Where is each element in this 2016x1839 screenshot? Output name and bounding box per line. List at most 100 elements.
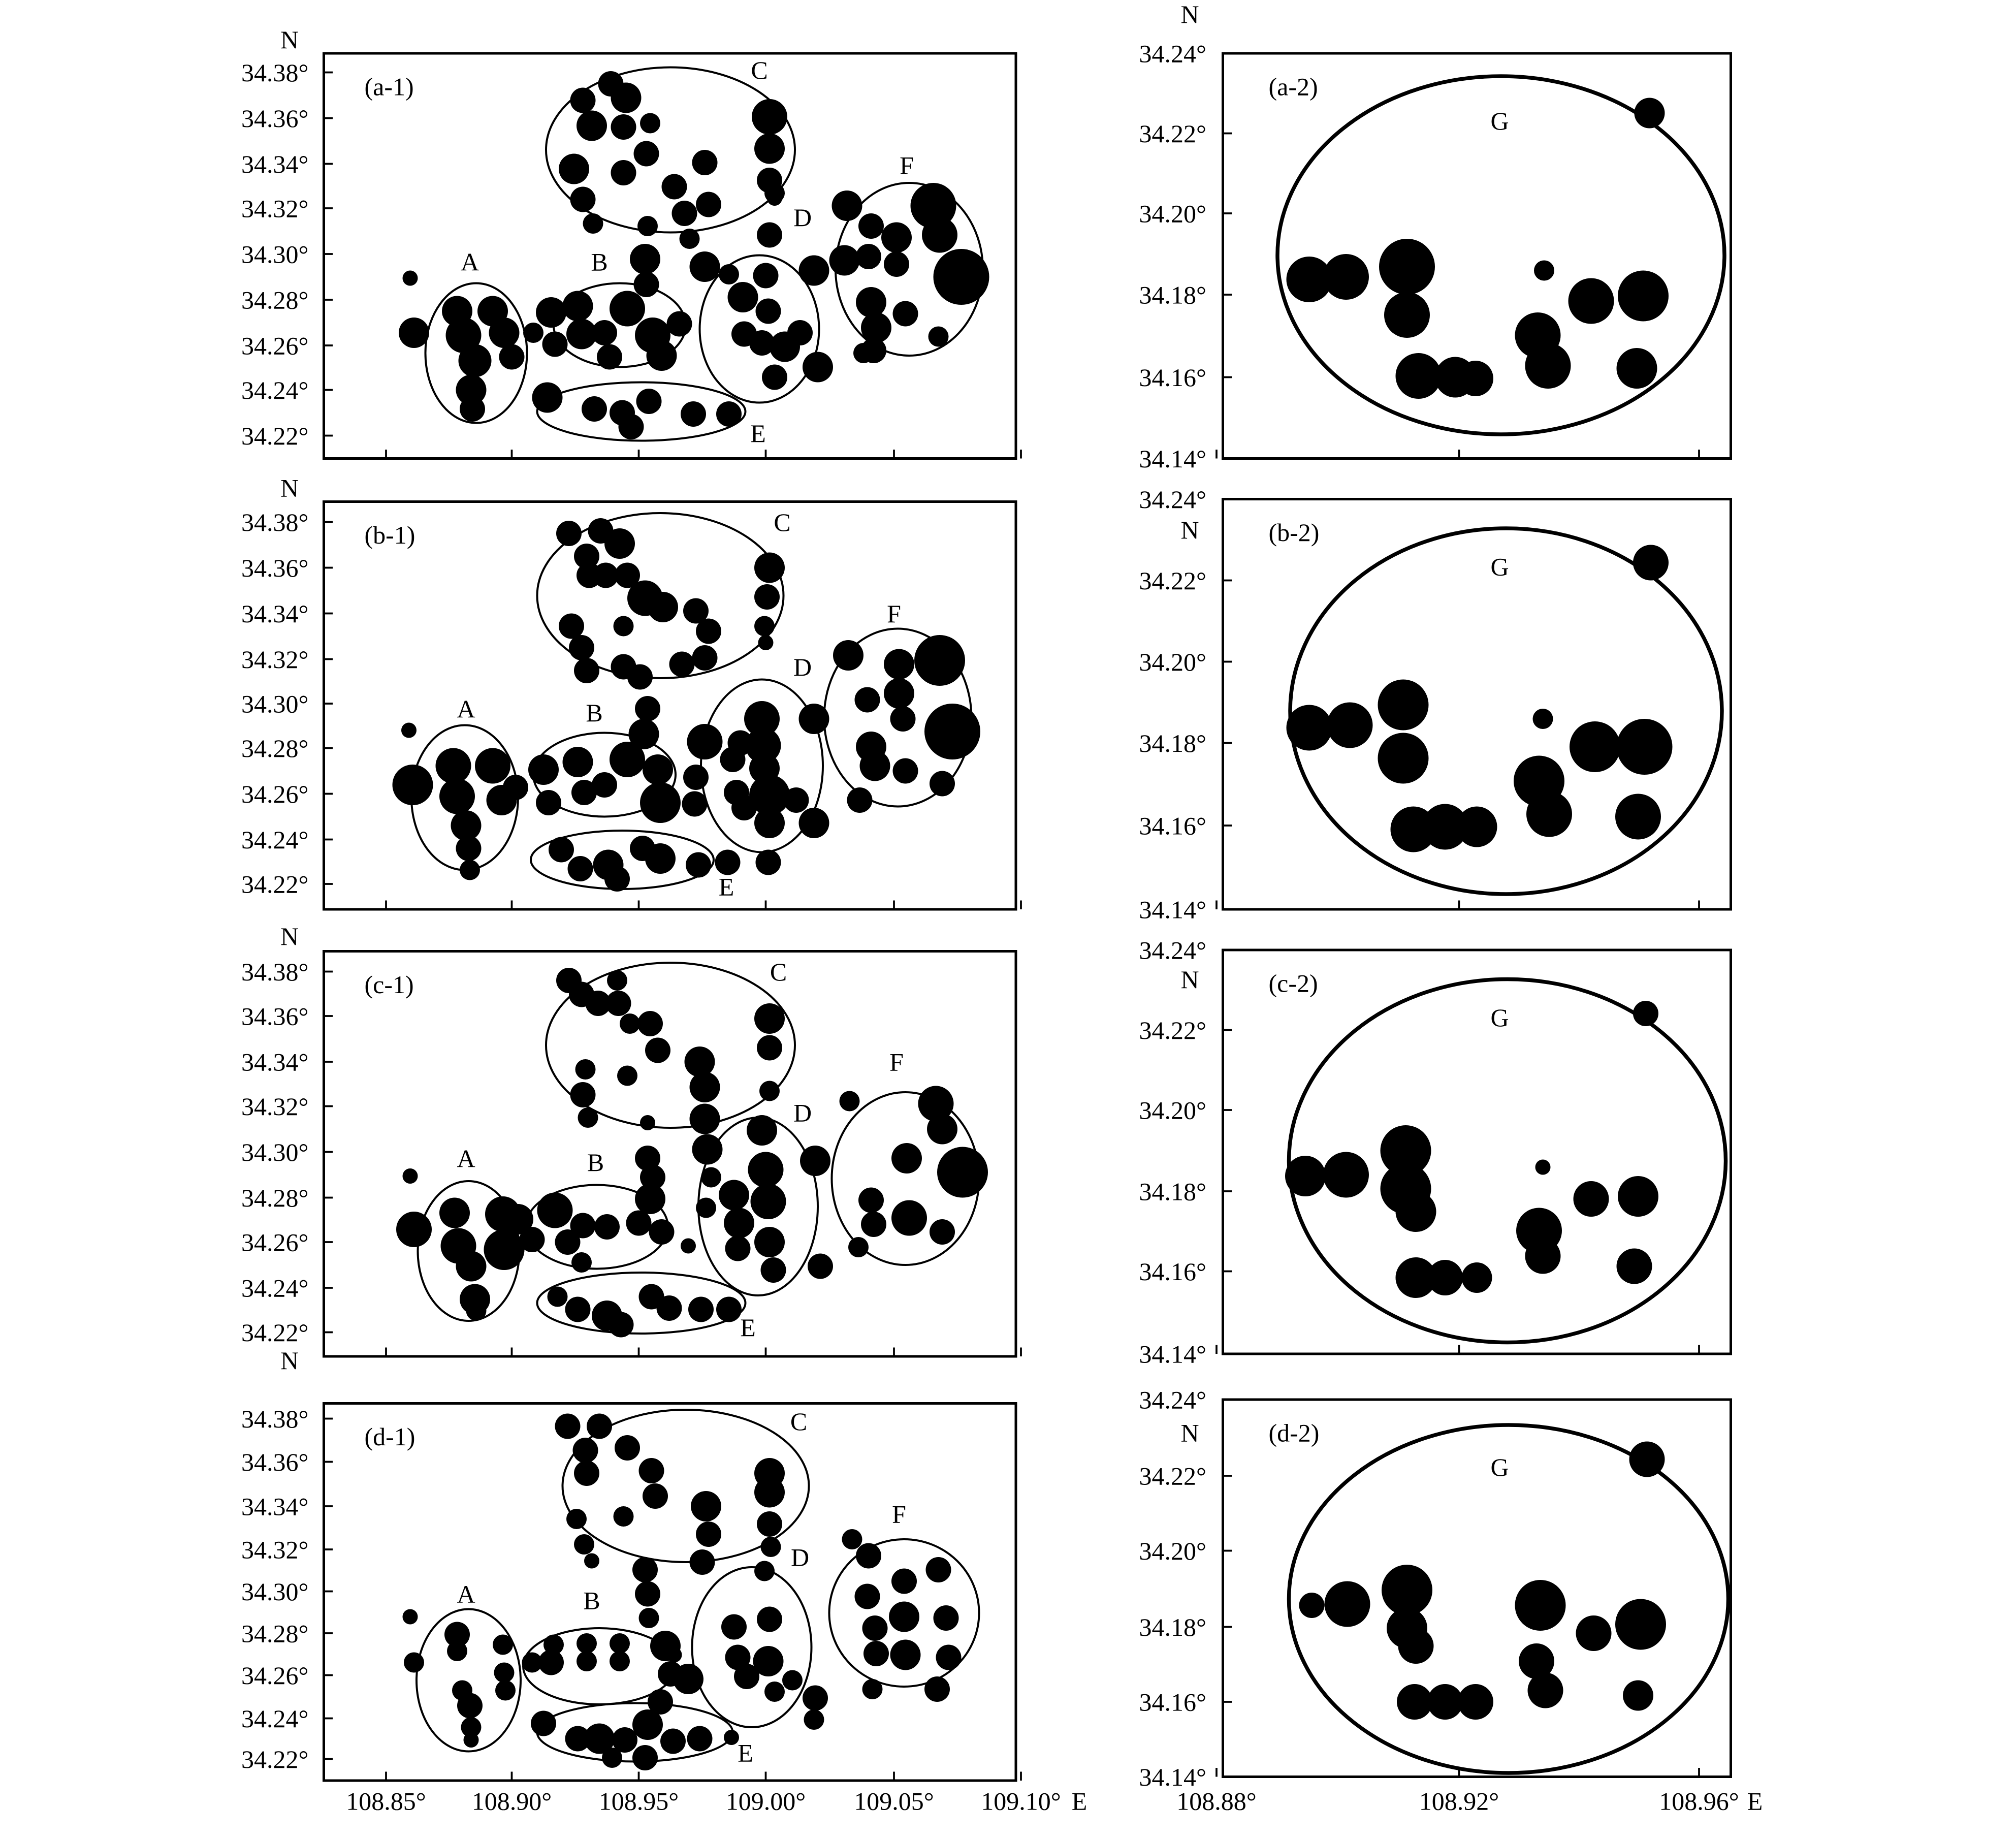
y-tick-label: 34.22° bbox=[241, 422, 309, 450]
station-coverage-dot bbox=[1616, 348, 1657, 389]
station-coverage-dot bbox=[536, 297, 566, 328]
station-coverage-dot bbox=[1379, 239, 1435, 295]
station-coverage-dot bbox=[889, 1601, 919, 1632]
north-label: N bbox=[1180, 516, 1199, 544]
station-coverage-dot bbox=[617, 1065, 637, 1086]
station-coverage-dot bbox=[1384, 292, 1430, 338]
y-tick-label: 34.30° bbox=[241, 690, 309, 718]
station-coverage-dot bbox=[643, 1483, 668, 1509]
station-coverage-dot bbox=[724, 1730, 739, 1745]
station-coverage-dot bbox=[804, 1709, 824, 1730]
station-coverage-dot bbox=[748, 1152, 784, 1188]
station-coverage-dot bbox=[615, 562, 640, 588]
station-coverage-dot bbox=[401, 722, 417, 738]
y-tick-label: 34.34° bbox=[241, 599, 309, 628]
y-tick-label: 34.26° bbox=[241, 1228, 309, 1257]
y-tick-label: 34.32° bbox=[241, 195, 309, 223]
station-coverage-dot bbox=[604, 528, 635, 559]
station-coverage-dot bbox=[782, 1670, 803, 1691]
station-coverage-dot bbox=[1633, 1001, 1658, 1026]
y-tick-label: 34.22° bbox=[1139, 1462, 1207, 1491]
station-coverage-dot bbox=[1573, 1181, 1609, 1217]
station-coverage-dot bbox=[640, 1164, 665, 1190]
station-coverage-dot bbox=[754, 552, 785, 583]
y-tick-label: 34.28° bbox=[241, 734, 309, 763]
station-coverage-dot bbox=[715, 849, 741, 875]
station-coverage-dot bbox=[613, 616, 634, 637]
station-coverage-dot bbox=[760, 1537, 781, 1557]
station-coverage-dot bbox=[1378, 733, 1429, 784]
y-tick-label: 34.34° bbox=[241, 1493, 309, 1521]
station-coverage-dot bbox=[691, 1491, 721, 1521]
station-coverage-dot bbox=[633, 272, 659, 297]
station-coverage-dot bbox=[466, 1301, 487, 1321]
right-map-panel bbox=[1215, 949, 1728, 1355]
y-tick-label: 34.32° bbox=[241, 645, 309, 674]
panel-label: (c-2) bbox=[1269, 969, 1318, 998]
station-coverage-dot bbox=[615, 1435, 640, 1461]
station-coverage-dot bbox=[612, 1727, 637, 1753]
station-coverage-dot bbox=[1633, 545, 1669, 581]
station-coverage-dot bbox=[607, 970, 627, 991]
station-coverage-dot bbox=[757, 222, 782, 248]
station-coverage-dot bbox=[489, 318, 520, 348]
station-coverage-dot bbox=[724, 1208, 754, 1239]
station-coverage-dot bbox=[758, 635, 774, 650]
station-coverage-dot bbox=[1527, 1672, 1563, 1708]
station-coverage-dot bbox=[753, 1646, 784, 1676]
station-coverage-dot bbox=[725, 1644, 751, 1670]
station-coverage-dot bbox=[574, 658, 599, 683]
station-coverage-dot bbox=[854, 1583, 880, 1609]
zone-boundary-e bbox=[536, 381, 747, 442]
x-tick-label: 108.96° bbox=[1659, 1787, 1739, 1816]
zone-boundary-g bbox=[1287, 1423, 1731, 1775]
station-coverage-dot bbox=[757, 1606, 782, 1632]
station-coverage-dot bbox=[767, 191, 782, 206]
y-tick-label: 34.30° bbox=[241, 1577, 309, 1606]
station-coverage-dot bbox=[1576, 1615, 1612, 1651]
y-tick-label: 34.22° bbox=[241, 870, 309, 899]
station-coverage-dot bbox=[402, 1168, 418, 1184]
station-coverage-dot bbox=[559, 613, 584, 639]
x-tick-label: 108.95° bbox=[599, 1787, 679, 1816]
y-tick-label: 34.18° bbox=[1139, 1613, 1207, 1641]
station-coverage-dot bbox=[608, 1312, 634, 1338]
x-tick-label: 108.90° bbox=[472, 1787, 552, 1816]
y-tick-label: 34.24° bbox=[241, 1274, 309, 1303]
station-coverage-dot bbox=[1427, 1684, 1463, 1720]
station-coverage-dot bbox=[716, 1296, 742, 1322]
station-coverage-dot bbox=[592, 320, 617, 345]
station-coverage-dot bbox=[757, 1035, 782, 1061]
zone-boundary-f bbox=[828, 1538, 980, 1688]
y-tick-label: 34.38° bbox=[241, 958, 309, 986]
station-coverage-dot bbox=[643, 754, 673, 785]
station-coverage-dot bbox=[847, 787, 873, 813]
zone-label-d: D bbox=[793, 203, 812, 232]
station-coverage-dot bbox=[754, 1561, 775, 1581]
zone-boundary-e bbox=[536, 1272, 747, 1335]
station-coverage-dot bbox=[577, 1651, 597, 1671]
station-coverage-dot bbox=[610, 291, 645, 327]
station-coverage-dot bbox=[1570, 721, 1620, 772]
station-coverage-dot bbox=[856, 287, 886, 318]
station-coverage-dot bbox=[925, 1557, 951, 1582]
station-coverage-dot bbox=[570, 1082, 596, 1107]
east-label: E bbox=[1747, 1787, 1763, 1816]
station-coverage-dot bbox=[574, 544, 599, 569]
station-coverage-dot bbox=[927, 1114, 957, 1145]
station-coverage-dot bbox=[549, 837, 574, 863]
station-coverage-dot bbox=[721, 1614, 747, 1640]
station-coverage-dot bbox=[618, 414, 644, 439]
y-tick-label: 34.28° bbox=[241, 1620, 309, 1648]
station-coverage-dot bbox=[861, 1212, 886, 1237]
y-tick-label: 34.22° bbox=[1139, 119, 1207, 148]
station-coverage-dot bbox=[725, 1235, 751, 1261]
station-coverage-dot bbox=[891, 1143, 922, 1174]
station-coverage-dot bbox=[610, 1651, 630, 1671]
station-coverage-dot bbox=[645, 1037, 670, 1063]
station-coverage-dot bbox=[628, 719, 659, 749]
station-coverage-dot bbox=[532, 382, 563, 413]
station-coverage-dot bbox=[656, 1295, 682, 1321]
station-coverage-dot bbox=[692, 645, 718, 671]
station-coverage-dot bbox=[1616, 1248, 1652, 1284]
